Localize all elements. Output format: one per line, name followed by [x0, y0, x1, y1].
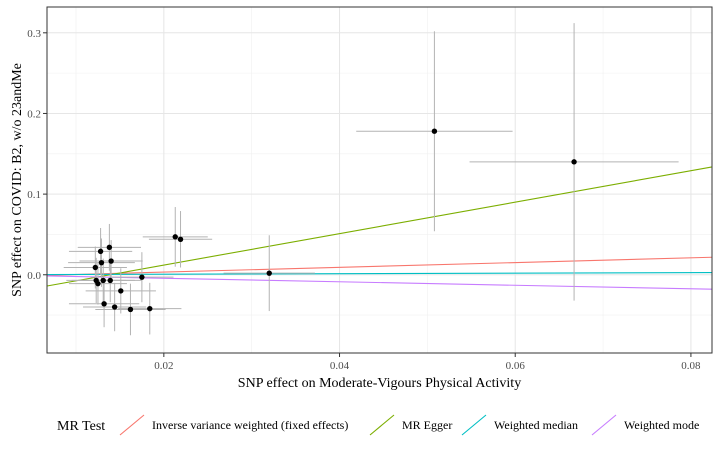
y-tick-label: 0.1	[27, 189, 41, 201]
data-point	[266, 270, 272, 276]
x-tick-label: 0.04	[330, 360, 350, 372]
data-point	[100, 277, 106, 284]
x-tick-label: 0.08	[681, 360, 701, 372]
legend: MR Test Inverse variance weighted (fixed…	[57, 414, 699, 436]
x-tick-label: 0.06	[506, 360, 526, 372]
legend-label: MR Egger	[402, 418, 452, 432]
legend-key	[119, 414, 145, 436]
x-tick-label: 0.02	[154, 360, 173, 372]
data-point	[98, 259, 105, 266]
legend-label: Weighted mode	[624, 418, 699, 432]
data-point	[127, 306, 134, 313]
data-point	[177, 236, 184, 242]
data-point	[139, 274, 145, 280]
legend-key	[591, 414, 617, 436]
regression-line	[46, 275, 713, 290]
x-axis-title: SNP effect on Moderate-Vigours Physical …	[238, 376, 521, 391]
data-point	[147, 305, 153, 312]
data-point	[571, 159, 577, 165]
data-point	[108, 258, 114, 264]
data-point	[172, 234, 178, 240]
legend-title: MR Test	[57, 419, 105, 434]
y-tick-label: 0.3	[27, 28, 41, 40]
axis-ticks: 0.02 0.04 0.06 0.08 0.0 0.1 0.2 0.3	[27, 28, 701, 372]
legend-key	[369, 414, 395, 436]
data-point	[107, 277, 113, 284]
data-point	[106, 244, 113, 251]
mr-lines	[46, 166, 713, 290]
data-point	[97, 248, 104, 255]
grid	[47, 7, 712, 353]
y-tick-label: 0.0	[27, 270, 41, 282]
legend-key	[461, 414, 487, 436]
regression-line	[46, 256, 713, 276]
data-point	[92, 264, 99, 271]
data-point	[118, 288, 124, 294]
y-axis-title: SNP effect on COVID: B2, w/o 23andMe	[10, 63, 25, 297]
data-point	[111, 304, 118, 310]
data-point	[431, 128, 438, 134]
regression-line	[46, 272, 713, 276]
data-point	[101, 301, 107, 307]
regression-line	[46, 166, 713, 287]
data-point	[95, 280, 101, 287]
legend-label: Weighted median	[494, 418, 578, 432]
y-tick-label: 0.2	[27, 108, 41, 120]
legend-label: Inverse variance weighted (fixed effects…	[152, 418, 348, 432]
panel-border	[46, 6, 713, 354]
panel-background	[47, 7, 712, 353]
data-points	[92, 128, 577, 313]
